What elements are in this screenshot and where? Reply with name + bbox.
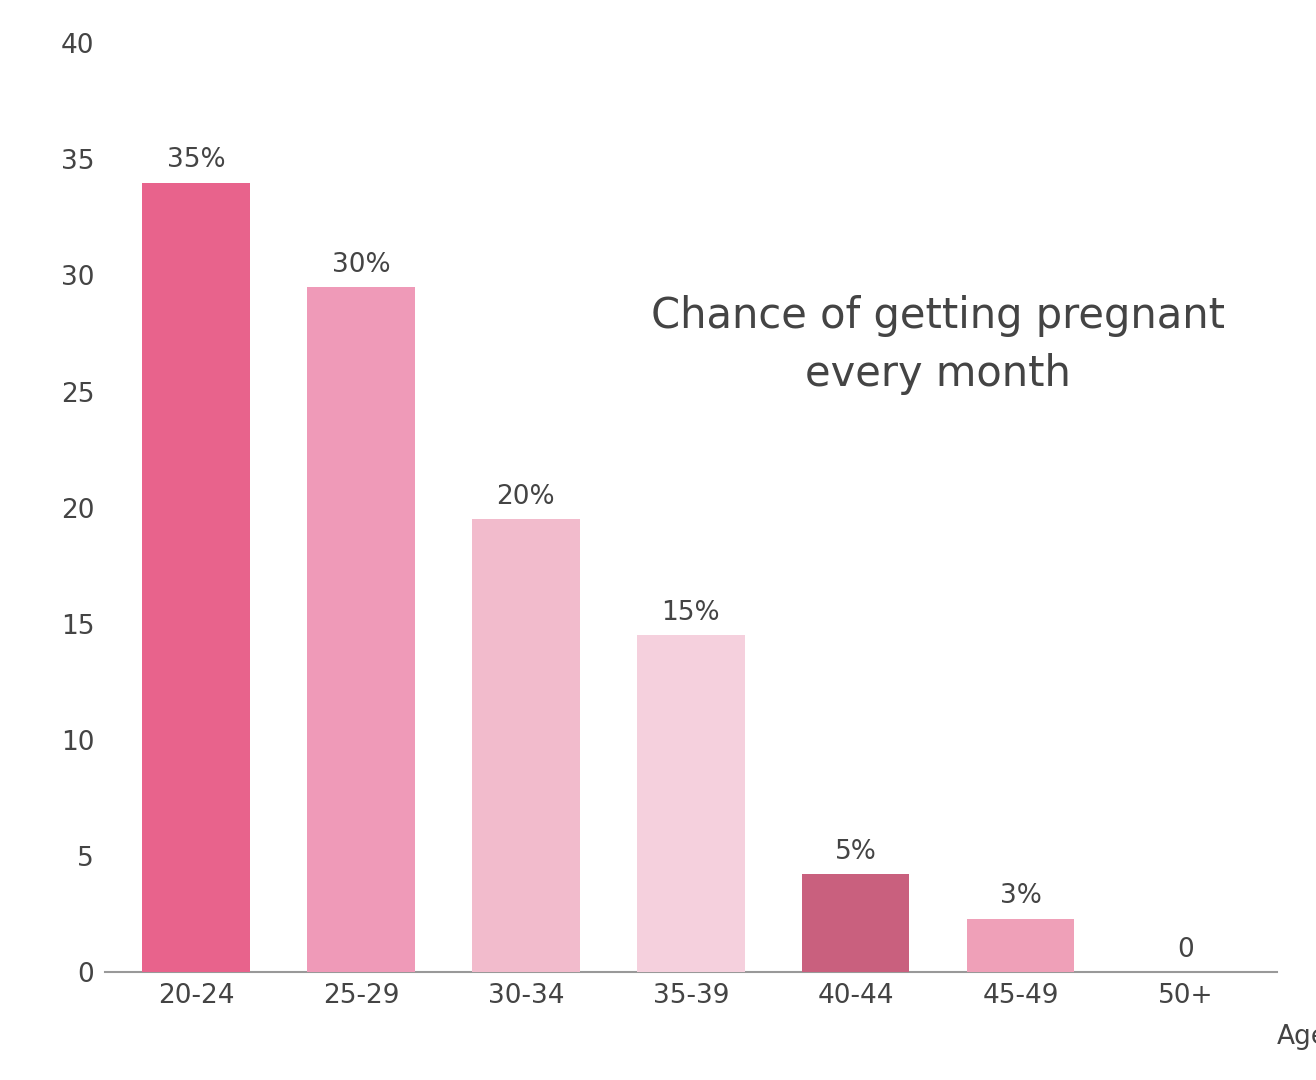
Text: 35%: 35% — [167, 147, 225, 173]
Bar — [967, 919, 1074, 972]
Text: 30%: 30% — [332, 252, 391, 278]
Text: Age: Age — [1277, 1024, 1316, 1050]
Bar — [308, 287, 415, 972]
Bar — [637, 635, 745, 972]
Bar — [472, 519, 579, 972]
Bar — [142, 183, 250, 972]
Text: 5%: 5% — [834, 839, 876, 865]
Bar — [803, 875, 909, 972]
Text: 20%: 20% — [496, 484, 555, 510]
Text: 15%: 15% — [662, 600, 720, 626]
Text: 3%: 3% — [1000, 883, 1042, 909]
Text: Chance of getting pregnant
every month: Chance of getting pregnant every month — [651, 295, 1225, 395]
Text: 0: 0 — [1178, 936, 1194, 962]
